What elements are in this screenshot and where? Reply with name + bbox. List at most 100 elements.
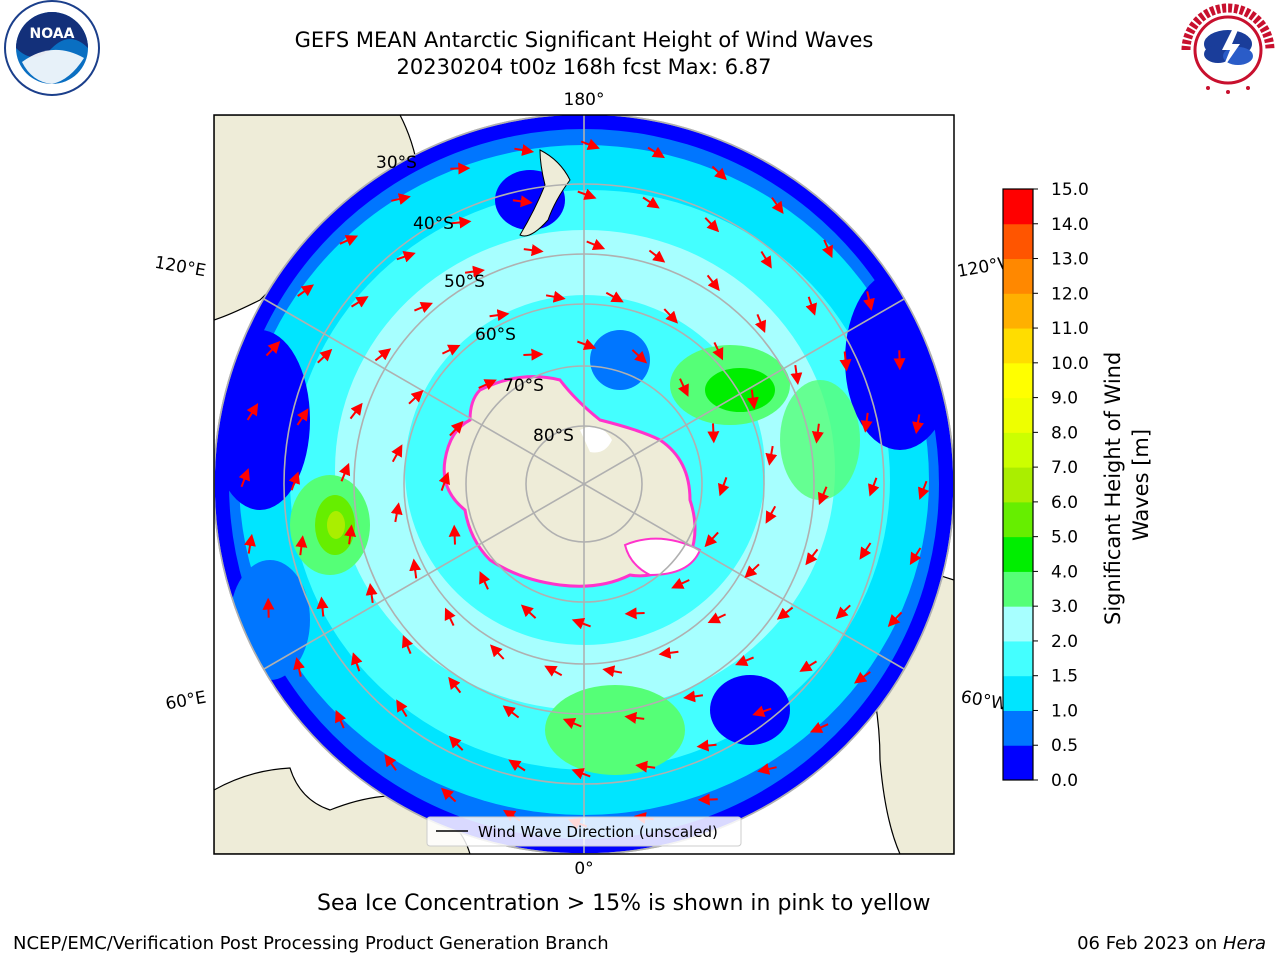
colorbar-tick-label: 13.0 [1051,250,1089,270]
colorbar-segment [1003,432,1033,468]
wave-direction-arrow [712,341,724,361]
wave-direction-arrow [817,486,830,506]
wave-direction-arrow [839,351,852,372]
wave-direction-arrow [344,524,357,545]
colorbar-segment [1003,328,1033,364]
colorbar-tick-label: 10.0 [1051,354,1089,374]
antarctica-land [442,375,697,588]
wave-direction-arrow [335,709,347,729]
lat-label-60s: 60°S [475,325,516,345]
wave-direction-arrow [396,251,416,263]
wave-direction-arrow [718,477,730,497]
wave-direction-arrow [571,618,591,630]
wave-direction-arrow [586,238,606,251]
wave-direction-arrow [605,291,624,303]
graticule [214,115,954,854]
colorbar-tick-label: 9.0 [1051,389,1078,409]
wave-direction-arrow [863,291,875,311]
wave-direction-arrow [479,571,491,590]
colorbar-title: Significant Height of Wind Waves [m] [1101,345,1153,625]
wave-direction-arrow [339,235,359,247]
wave-direction-arrow [677,378,689,397]
colorbar-tick-label: 14.0 [1051,215,1089,235]
colorbar-title-line1: Significant Height of Wind [1101,352,1125,625]
wave-direction-arrow [464,265,485,278]
colorbar-segment [1003,675,1033,711]
wave-direction-arrow [706,274,720,292]
wave-direction-arrow [448,735,464,751]
new-zealand-land [519,149,571,237]
nws-logo-icon [1181,3,1275,97]
wave-direction-arrow [296,408,309,426]
colorbar-segment [1003,606,1033,642]
wave-direction-arrow [396,699,408,718]
wave-direction-arrow [671,577,690,589]
lat-label-50s: 50°S [444,272,485,292]
wave-direction-arrow [811,423,824,444]
credit-date: 06 Feb 2023 on Hera [1077,933,1266,954]
wave-direction-arrow [451,216,472,229]
wave-direction-arrow [391,444,403,463]
wave-direction-arrow [757,763,777,775]
colorbar-tick-label: 1.0 [1051,701,1078,721]
wave-direction-arrow [760,250,772,269]
colorbar-tick-label: 8.0 [1051,423,1078,443]
wave-direction-arrow [409,558,422,579]
colorbar-segment [1003,362,1033,399]
wave-direction-arrow [295,535,308,556]
wave-direction-arrow [297,284,314,297]
map-title: GEFS MEAN Antarctic Significant Height o… [294,28,874,52]
wave-direction-arrow [349,402,363,420]
colorbar-tick-label: 5.0 [1051,528,1078,548]
wave-direction-arrow [835,604,851,620]
wave-direction-arrow [244,533,256,554]
wave-direction-arrow [912,414,924,435]
colorbar-tick-label: 3.0 [1051,597,1078,617]
colorbar-tick-label: 0.0 [1051,771,1078,791]
wave-direction-arrow [631,349,648,364]
colorbar-segment [1003,501,1033,538]
wave-direction-arrow [683,690,704,703]
wave-direction-arrow [449,420,464,437]
wave-direction-arrow [448,524,461,545]
wave-direction-arrow [489,644,505,660]
wave-direction-arrow [317,348,333,364]
wave-direction-arrow [868,477,880,497]
wave-direction-arrow [514,144,535,156]
wave-direction-arrow [351,652,363,672]
wave-direction-arrow [562,717,582,730]
wave-direction-arrow [776,606,794,620]
wave-direction-arrow [805,548,819,566]
wave-direction-arrow [642,196,660,209]
wave-direction-arrow [707,423,720,444]
lon-label-bottom: 0° [574,859,593,879]
colorbar-segment [1003,745,1033,781]
colorbar-tick-label: 11.0 [1051,319,1089,339]
wave-direction-arrow [408,389,424,405]
wave-direction-arrow [441,344,461,356]
wave-direction-arrow [744,563,760,579]
lon-label-60w: 60°W [959,687,1009,715]
colorbar-segment [1003,640,1033,677]
noaa-logo-icon: NOAA [4,0,100,96]
wave-direction-arrow [854,671,871,684]
map-legend: Wind Wave Direction (unscaled) [426,816,742,847]
colorbar-segment [1003,710,1033,746]
wave-direction-arrow [765,445,778,466]
wave-direction-arrow [374,348,392,362]
wave-direction-arrow [647,146,665,159]
wave-direction-arrow [545,290,566,303]
wave-direction-arrow [707,612,727,624]
wave-direction-arrow [238,468,250,488]
colorbar-segment [1003,293,1033,329]
wave-direction-arrow [602,665,623,678]
wave-direction-arrow [790,364,803,385]
wave-direction-arrow [799,660,818,672]
wave-direction-arrow [635,760,656,773]
wave-direction-arrow [390,502,403,523]
colorbar-tick-label: 1.5 [1051,667,1078,687]
wave-direction-arrow [696,739,717,752]
wave-direction-arrow [246,403,259,421]
wave-direction-arrow [338,462,351,482]
